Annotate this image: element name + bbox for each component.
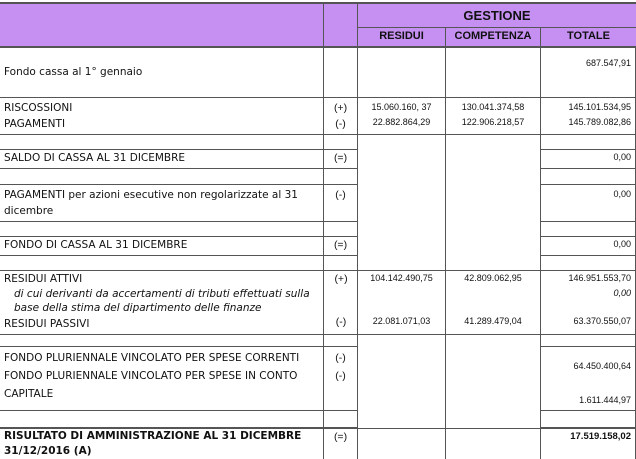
residui-passivi-competenza: 41.289.479,04: [464, 316, 522, 326]
totale: 64.450.400,64 1.611.444,97: [541, 347, 636, 411]
residui: 15.060.160, 37 22.882.864,29: [358, 98, 446, 135]
signs: (+) (-): [324, 98, 358, 135]
residui: [358, 48, 446, 98]
residui-attivi-competenza: 42.809.062,95: [464, 273, 522, 283]
sign-plus: (+): [333, 102, 348, 114]
label-pagamenti: PAGAMENTI: [4, 118, 66, 130]
row-fpv: FONDO PLURIENNALE VINCOLATO PER SPESE CO…: [0, 347, 636, 411]
label: RISULTATO DI AMMINISTRAZIONE AL 31 DICEM…: [0, 429, 324, 459]
labels: FONDO PLURIENNALE VINCOLATO PER SPESE CO…: [0, 347, 324, 411]
competenza: 130.041.374,58 122.906.218,57: [446, 98, 541, 135]
totale: 146.951.553,70 0,00 63.370.550,07: [541, 271, 636, 335]
label: FONDO DI CASSA AL 31 DICEMBRE: [0, 237, 324, 256]
signs: (+) (-): [324, 271, 358, 335]
header-residui: RESIDUI: [358, 27, 446, 46]
residui-attivi-totale: 146.951.553,70: [568, 273, 631, 283]
sign-minus: (-): [335, 316, 347, 328]
row-fondo-cassa-fine: FONDO DI CASSA AL 31 DICEMBRE (=) 0,00: [0, 237, 636, 256]
sign-minus: (-): [335, 118, 346, 130]
competenza: [446, 48, 541, 98]
row-pagamenti-azioni: PAGAMENTI per azioni esecutive non regol…: [0, 185, 636, 222]
pagamenti-totale: 145.789.082,86: [568, 117, 631, 127]
signs: (-) (-): [324, 347, 358, 411]
spacer-row: [0, 168, 636, 185]
label-residui-attivi: RESIDUI ATTIVI: [4, 273, 83, 285]
spacer-row: [0, 254, 636, 271]
label-fpv-correnti: FONDO PLURIENNALE VINCOLATO PER SPESE CO…: [4, 352, 300, 364]
sign: [324, 48, 358, 98]
riscossioni-totale: 145.101.534,95: [568, 102, 631, 112]
label-residui-passivi: RESIDUI PASSIVI: [4, 318, 90, 330]
labels: RESIDUI ATTIVI di cui derivanti da accer…: [0, 271, 324, 335]
riscossioni-competenza: 130.041.374,58: [461, 102, 525, 112]
table-header: GESTIONE RESIDUI COMPETENZA TOTALE: [0, 2, 636, 48]
label-di-cui: di cui derivanti da accertamenti di trib…: [14, 288, 310, 314]
header-sign-col: [324, 4, 358, 46]
label-riscossioni: RISCOSSIONI: [4, 102, 73, 114]
row-saldo-cassa: SALDO DI CASSA AL 31 DICEMBRE (=) 0,00: [0, 150, 636, 169]
spacer-row: [0, 219, 636, 237]
sign: (=): [324, 237, 358, 256]
di-cui-totale: 0,00: [613, 288, 631, 298]
row-residui: RESIDUI ATTIVI di cui derivanti da accer…: [0, 271, 636, 335]
header-gestione: GESTIONE: [358, 4, 636, 28]
sign-minus: (-): [335, 352, 346, 364]
fpv-correnti-totale: 64.450.400,64: [573, 361, 631, 371]
riscossioni-residui: 15.060.160, 37: [371, 102, 432, 112]
label: PAGAMENTI per azioni esecutive non regol…: [0, 185, 324, 222]
row-fondo-cassa-inizio: Fondo cassa al 1° gennaio 687.547,91: [0, 48, 636, 98]
spacer-row: [0, 132, 636, 150]
spacer-row: [0, 330, 636, 347]
pagamenti-competenza: 122.906.218,57: [461, 117, 525, 127]
totale: 17.519.158,02: [541, 429, 636, 459]
header-totale: TOTALE: [567, 30, 610, 42]
competenza: 42.809.062,95 41.289.479,04: [446, 271, 541, 335]
fpv-capitale-totale: 1.611.444,97: [579, 395, 631, 405]
labels: RISCOSSIONI PAGAMENTI: [0, 98, 324, 135]
row-riscossioni-pagamenti: RISCOSSIONI PAGAMENTI (+) (-) 15.060.160, …: [0, 98, 636, 135]
totale: 145.101.534,95 145.789.082,86: [541, 98, 636, 135]
residui-attivi-residui: 104.142.490,75: [370, 273, 433, 283]
label: SALDO DI CASSA AL 31 DICEMBRE: [0, 150, 324, 169]
pagamenti-residui: 22.882.864,29: [372, 117, 431, 127]
totale: 0,00: [541, 150, 636, 169]
totale: 0,00: [541, 185, 636, 222]
header-label-col: [0, 4, 324, 46]
residui: 104.142.490,75 22.081.071,03: [357, 271, 446, 335]
header-competenza: COMPETENZA: [446, 27, 541, 46]
totale: 687.547,91: [541, 48, 636, 98]
sign-minus: (-): [335, 370, 346, 382]
sign-plus: (+): [334, 273, 348, 285]
sign: (-): [324, 185, 358, 222]
sign: (=): [324, 150, 358, 169]
sign: (=): [324, 429, 358, 459]
label-fpv-capitale: FONDO PLURIENNALE VINCOLATO PER SPESE IN…: [4, 370, 298, 400]
residui-passivi-residui: 22.081.071,03: [372, 316, 431, 326]
row-risultato: RISULTATO DI AMMINISTRAZIONE AL 31 DICEM…: [0, 428, 636, 459]
spacer-row: [0, 411, 636, 428]
residui-passivi-totale: 63.370.550,07: [573, 316, 631, 326]
label: Fondo cassa al 1° gennaio: [0, 48, 324, 98]
